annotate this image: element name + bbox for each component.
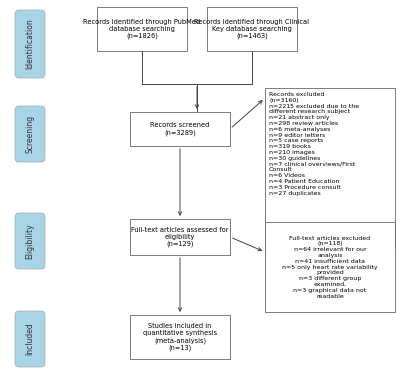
Bar — [265, 88, 395, 250]
Text: Screening: Screening — [26, 115, 34, 153]
Bar — [130, 219, 230, 255]
Text: Identification: Identification — [26, 19, 34, 69]
Text: Studies included in
quantitative synthesis
(meta-analysis)
(n=13): Studies included in quantitative synthes… — [143, 323, 217, 351]
Text: Records excluded
(n=3160)
n=2215 excluded due to the
different research subject
: Records excluded (n=3160) n=2215 exclude… — [269, 92, 359, 196]
Text: Full-text articles assessed for
eligibility
(n=129): Full-text articles assessed for eligibil… — [131, 227, 229, 247]
Text: Records identified through Clinical
Key database searching
(n=1463): Records identified through Clinical Key … — [194, 19, 310, 39]
Bar — [207, 7, 297, 51]
Bar — [265, 222, 395, 312]
FancyBboxPatch shape — [15, 311, 45, 367]
FancyBboxPatch shape — [15, 213, 45, 269]
FancyBboxPatch shape — [15, 10, 45, 78]
Text: Eligibility: Eligibility — [26, 223, 34, 259]
Text: Records identified through PubMed
database searching
(n=1826): Records identified through PubMed databa… — [84, 19, 200, 39]
Text: Included: Included — [26, 322, 34, 356]
Bar — [97, 7, 187, 51]
Text: Full-text articles excluded
(n=118)
n=64 irrelevant for our
analysis
n=41 insuff: Full-text articles excluded (n=118) n=64… — [282, 235, 378, 298]
Bar — [130, 315, 230, 359]
Bar — [130, 112, 230, 146]
FancyBboxPatch shape — [15, 106, 45, 162]
Text: Records screened
(n=3289): Records screened (n=3289) — [150, 122, 210, 136]
